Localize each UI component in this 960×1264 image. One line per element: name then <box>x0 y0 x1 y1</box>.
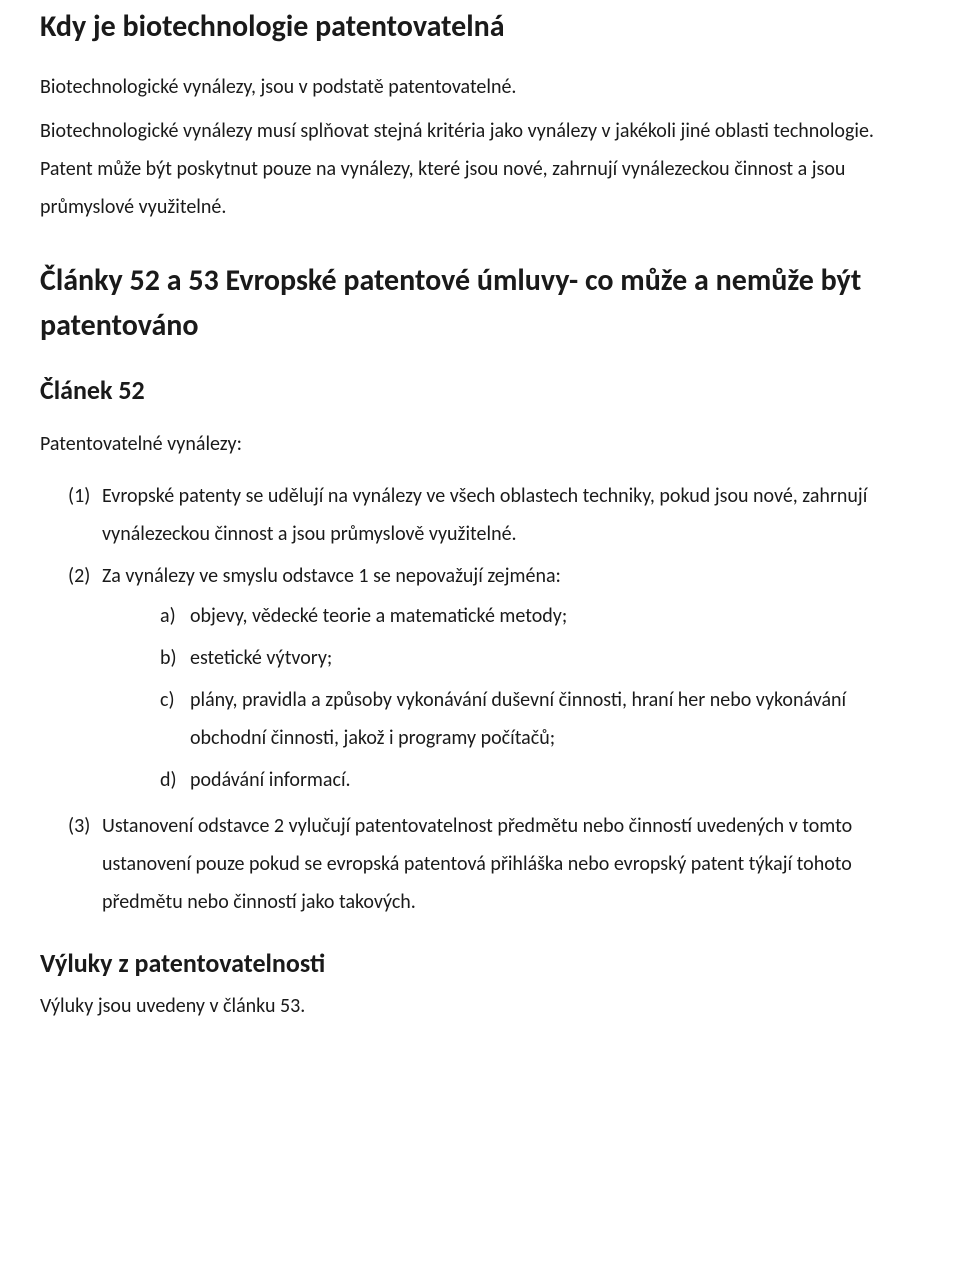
alpha-list: a) objevy, vědecké teorie a matematické … <box>102 597 920 799</box>
heading-1: Kdy je biotechnologie patentovatelná <box>40 8 920 46</box>
list-content: estetické výtvory; <box>190 639 920 677</box>
list-text: Za vynálezy ve smyslu odstavce 1 se nepo… <box>102 564 561 588</box>
list-content: Ustanovení odstavce 2 vylučují patentova… <box>102 807 920 921</box>
list-marker: (3) <box>68 807 102 921</box>
list-marker: c) <box>160 681 190 757</box>
paragraph: Biotechnologické vynálezy musí splňovat … <box>40 112 920 226</box>
list-content: plány, pravidla a způsoby vykonávání duš… <box>190 681 920 757</box>
list-item: b) estetické výtvory; <box>160 639 920 677</box>
list-marker: (2) <box>68 557 102 803</box>
paragraph: Výluky jsou uvedeny v článku 53. <box>40 987 920 1025</box>
document-page: Kdy je biotechnologie patentovatelná Bio… <box>0 0 960 1051</box>
subheading-text: Patentovatelné vynálezy: <box>40 431 920 457</box>
paragraph: Biotechnologické vynálezy, jsou v podsta… <box>40 68 920 106</box>
numbered-list: (1) Evropské patenty se udělují na vynál… <box>40 477 920 921</box>
list-marker: d) <box>160 761 190 799</box>
list-marker: a) <box>160 597 190 635</box>
list-content: Za vynálezy ve smyslu odstavce 1 se nepo… <box>102 557 920 803</box>
list-item: d) podávání informací. <box>160 761 920 799</box>
list-content: Evropské patenty se udělují na vynálezy … <box>102 477 920 553</box>
list-content: podávání informací. <box>190 761 920 799</box>
list-marker: b) <box>160 639 190 677</box>
list-marker: (1) <box>68 477 102 553</box>
list-item: c) plány, pravidla a způsoby vykonávání … <box>160 681 920 757</box>
heading-2: Články 52 a 53 Evropské patentové úmluvy… <box>40 258 920 348</box>
list-content: objevy, vědecké teorie a matematické met… <box>190 597 920 635</box>
list-item: (2) Za vynálezy ve smyslu odstavce 1 se … <box>68 557 920 803</box>
list-item: (1) Evropské patenty se udělují na vynál… <box>68 477 920 553</box>
heading-3: Článek 52 <box>40 374 920 408</box>
list-item: (3) Ustanovení odstavce 2 vylučují paten… <box>68 807 920 921</box>
list-item: a) objevy, vědecké teorie a matematické … <box>160 597 920 635</box>
heading-4: Výluky z patentovatelnosti <box>40 947 920 981</box>
